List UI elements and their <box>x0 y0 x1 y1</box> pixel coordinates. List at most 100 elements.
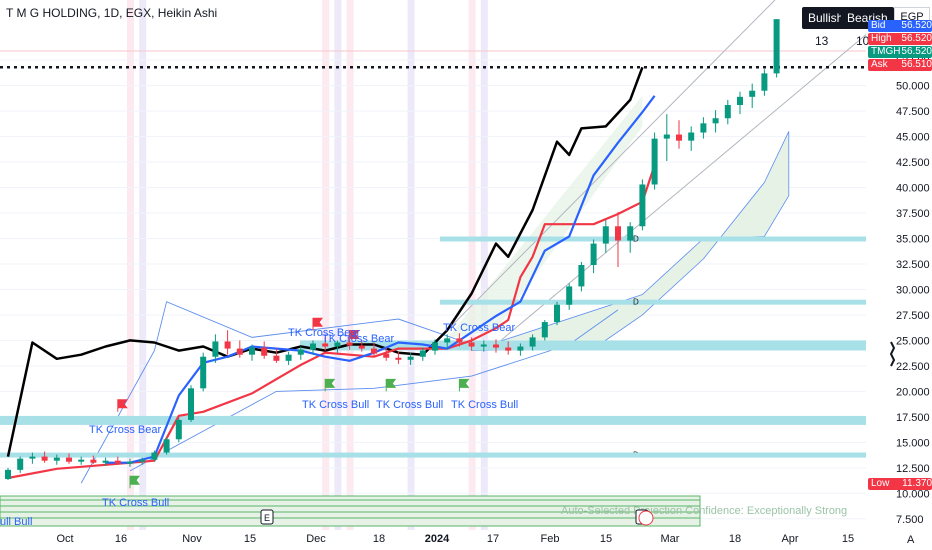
y-tick-label: 22.500 <box>896 361 930 373</box>
tk-cross-bull-label: TK Cross Bull <box>102 497 169 509</box>
candle-body <box>285 354 292 361</box>
candle-body <box>761 73 768 91</box>
bull-flag <box>385 378 397 392</box>
candle-body <box>114 460 121 464</box>
candle-body <box>554 304 560 323</box>
x-tick-label: Oct <box>56 533 73 545</box>
candle-body <box>371 348 377 354</box>
y-tick-label: 35.000 <box>896 234 930 246</box>
candle-body <box>566 286 573 305</box>
signal-band <box>407 0 415 530</box>
y-tick-label: 27.500 <box>896 310 930 322</box>
x-tick-label: Mar <box>661 533 680 545</box>
e-marker-box <box>260 509 274 525</box>
y-tick-label: 12.500 <box>896 463 930 475</box>
candle-body <box>224 341 231 349</box>
candle-body <box>41 456 48 461</box>
tk-cross-bear-label: TK Cross Bear <box>288 327 360 339</box>
y-tick-label: 37.500 <box>896 208 930 220</box>
signal-band <box>334 0 342 530</box>
signal-band <box>322 0 330 530</box>
x-tick-label: 15 <box>842 533 854 545</box>
cloud-lower-line <box>129 309 619 472</box>
x-tick-label: Feb <box>541 533 560 545</box>
candle-body <box>627 226 634 241</box>
x-tick-label: Nov <box>182 533 202 545</box>
candle-body <box>688 132 695 141</box>
bull-flag <box>458 378 470 392</box>
x-tick-label: Apr <box>781 533 798 545</box>
tk-cross-bear-label: TK Cross Bear <box>89 424 161 436</box>
projection-confidence-label: Auto-Selected Projection Confidence: Exc… <box>561 505 847 517</box>
candle-body <box>737 96 743 105</box>
tk-cross-bear-label: TK Cross Bear <box>322 333 394 345</box>
candle-body <box>310 343 316 350</box>
candle-body <box>102 460 109 463</box>
signal-band <box>468 0 476 530</box>
bull-flag <box>324 378 336 392</box>
candle-body <box>5 469 11 480</box>
y-tick-label: 17.500 <box>896 412 930 424</box>
candle-body <box>53 457 60 461</box>
candle-body <box>273 355 280 361</box>
candle-body <box>212 341 219 357</box>
bear-flag <box>349 329 360 343</box>
x-tick-label: 16 <box>115 533 127 545</box>
x-tick-label: 2024 <box>425 533 450 545</box>
candle-body <box>346 342 353 346</box>
candle-body <box>151 452 158 460</box>
candle-body <box>651 138 658 185</box>
signal-band <box>346 0 354 530</box>
axis-marker <box>889 341 896 367</box>
x-tick-label: Dec <box>306 533 326 545</box>
candle-body <box>29 456 36 459</box>
candle-body <box>322 343 329 347</box>
projection-zone <box>0 495 701 527</box>
support-level <box>440 299 866 305</box>
x-tick-label: 18 <box>373 533 385 545</box>
y-tick-label: 10.000 <box>896 488 930 500</box>
candle-body <box>505 347 512 351</box>
bullish-count: 13 <box>815 34 829 48</box>
bid-tag: Bid 56.520 <box>868 20 932 32</box>
x-tick-label: 18 <box>729 533 741 545</box>
bull-short-label: ull Bull <box>0 516 32 528</box>
candle-body <box>78 459 85 462</box>
candle-body <box>602 226 609 244</box>
tmgh-value: 56.520 <box>901 46 932 57</box>
candle-body <box>578 265 585 287</box>
candle-body <box>358 345 365 349</box>
support-zone-w <box>0 415 866 425</box>
candle-body <box>468 342 475 347</box>
level-label: D <box>633 235 639 244</box>
y-tick-label: 47.500 <box>896 106 930 118</box>
chart-title: T M G HOLDING, 1D, EGX, Heikin Ashi <box>6 6 218 20</box>
candle-body <box>444 338 451 343</box>
bid-label: Bid <box>871 20 886 31</box>
candle-body <box>529 337 536 347</box>
candle-body <box>773 19 780 74</box>
y-tick-label: 50.000 <box>896 81 930 93</box>
low-value: 11.370 <box>902 478 932 489</box>
candle-body <box>517 346 524 351</box>
y-tick-label: 15.000 <box>896 437 930 449</box>
auto-scale-label: A <box>907 534 915 546</box>
candle-body <box>456 338 463 343</box>
candle-body <box>188 388 194 420</box>
y-tick-label: 45.000 <box>896 132 930 144</box>
signal-band <box>139 0 147 530</box>
tk-cross-bull-label: TK Cross Bull <box>451 399 518 411</box>
low-label: Low <box>871 478 890 489</box>
candle-body <box>712 118 719 124</box>
y-tick-label: 20.000 <box>896 386 930 398</box>
ask-value: 56.510 <box>901 59 932 70</box>
candle-body <box>17 458 24 470</box>
candle-body <box>90 459 97 463</box>
candle-body <box>127 461 133 464</box>
candle-body <box>407 356 414 360</box>
candle-body <box>480 344 487 347</box>
candle-body <box>749 90 756 97</box>
bullish-button[interactable]: Bullish <box>802 7 850 29</box>
candle-body <box>163 439 170 453</box>
